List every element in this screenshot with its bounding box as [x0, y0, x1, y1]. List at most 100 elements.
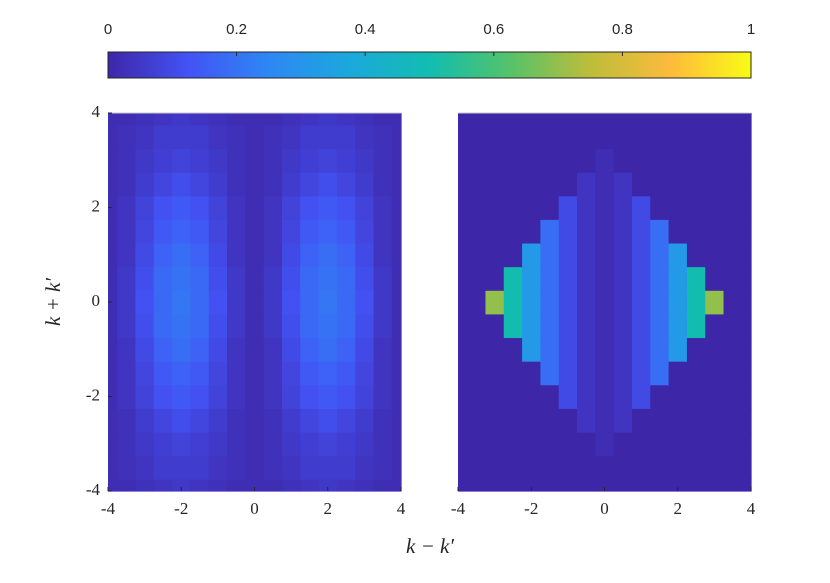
heatmap-cell [153, 431, 173, 457]
heatmap-cell [190, 266, 210, 291]
heatmap-cell [208, 266, 228, 291]
heatmap-cell [336, 124, 356, 150]
heatmap-cell [577, 455, 596, 480]
heatmap-cell [503, 219, 523, 244]
heatmap-cell [373, 384, 393, 409]
heatmap-cell [686, 219, 706, 244]
heatmap-cell [153, 113, 173, 126]
heatmap-cell [355, 242, 375, 268]
heatmap-cell [153, 479, 173, 492]
heatmap-cell [467, 361, 487, 386]
heatmap-cell [172, 113, 192, 126]
heatmap-cell [705, 384, 725, 409]
heatmap-cell [336, 195, 356, 220]
heatmap-cell [108, 313, 118, 339]
heatmap-cell [108, 361, 118, 386]
heatmap-cell [281, 337, 301, 362]
heatmap-cell [153, 361, 173, 386]
heatmap-cell [117, 290, 137, 315]
heatmap-cell [595, 361, 615, 386]
heatmap-cell [300, 195, 320, 220]
heatmap-cell [595, 172, 615, 197]
heatmap-cell [595, 290, 615, 315]
heatmap-cell [650, 408, 670, 433]
heatmap-cell [558, 455, 578, 480]
heatmap-cell [336, 242, 356, 268]
heatmap-cell [117, 408, 137, 433]
heatmap-cell [336, 266, 356, 291]
heatmap-cell [631, 124, 651, 150]
heatmap-cell [595, 455, 615, 480]
heatmap-cell [208, 408, 228, 433]
heatmap-cell [300, 124, 320, 150]
heatmap-cell [190, 242, 210, 268]
heatmap-cell [503, 172, 523, 197]
heatmap-cell [263, 219, 283, 244]
y-tick-label: -4 [86, 480, 101, 499]
heatmap-cell [540, 455, 560, 480]
heatmap-cell [686, 431, 706, 457]
x-tick-label: 0 [600, 499, 609, 518]
heatmap-cell [540, 219, 560, 244]
heatmap-cell [613, 124, 633, 150]
heatmap-cell [263, 455, 283, 480]
heatmap-cell [227, 337, 246, 362]
heatmap-cell [540, 124, 560, 150]
heatmap-cell [263, 479, 283, 492]
heatmap-cell [503, 455, 523, 480]
heatmap-cell [108, 337, 118, 362]
heatmap-cell [355, 124, 375, 150]
heatmap-cell [686, 408, 706, 433]
heatmap-cell [227, 408, 246, 433]
heatmap-cell [458, 337, 468, 362]
heatmap-cell [208, 455, 228, 480]
heatmap-cell [300, 455, 320, 480]
heatmap-cell [631, 242, 651, 268]
heatmap-cell [172, 479, 192, 492]
heatmap-cell [300, 337, 320, 362]
heatmap-cell [668, 172, 688, 197]
heatmap-cell [540, 242, 560, 268]
heatmap-cell [263, 172, 283, 197]
heatmap-cell [172, 242, 192, 268]
heatmap-cell [373, 266, 393, 291]
heatmap-cell [227, 313, 246, 339]
heatmap-cell [668, 290, 688, 315]
heatmap-cell [522, 479, 542, 492]
heatmap-cell [318, 384, 338, 409]
heatmap-cell [558, 113, 578, 126]
heatmap-cell [741, 455, 752, 480]
colorbar-tick-label: 0.6 [483, 21, 504, 38]
heatmap-cell [245, 124, 265, 150]
heatmap-cell [522, 408, 542, 433]
heatmap-cell [227, 455, 246, 480]
heatmap-cell [503, 242, 523, 268]
heatmap-cell [522, 266, 542, 291]
heatmap-cell [686, 313, 706, 339]
heatmap-cell [705, 242, 725, 268]
heatmap-cell [503, 384, 523, 409]
heatmap-cell [723, 408, 743, 433]
colorbar-tick-label: 0.4 [355, 21, 376, 38]
heatmap-cell [208, 361, 228, 386]
heatmap-cell [650, 361, 670, 386]
heatmap-cell [595, 408, 615, 433]
heatmap-cell [458, 361, 468, 386]
colorbar-tick-label: 0.2 [226, 21, 247, 38]
x-tick-label: -2 [524, 499, 538, 518]
heatmap-cell [190, 455, 210, 480]
heatmap-cell [190, 290, 210, 315]
heatmap-cell [245, 479, 265, 492]
heatmap-cell [467, 313, 487, 339]
heatmap-cell [318, 195, 338, 220]
heatmap-cell [263, 266, 283, 291]
heatmap-cell [263, 290, 283, 315]
heatmap-cell [263, 113, 283, 126]
heatmap-cell [723, 290, 743, 315]
heatmap-cell [631, 455, 651, 480]
x-tick-label: -4 [451, 499, 466, 518]
heatmap-cell [458, 313, 468, 339]
heatmap-cell [117, 124, 137, 150]
heatmap-cell [300, 219, 320, 244]
heatmap-cell [467, 266, 487, 291]
